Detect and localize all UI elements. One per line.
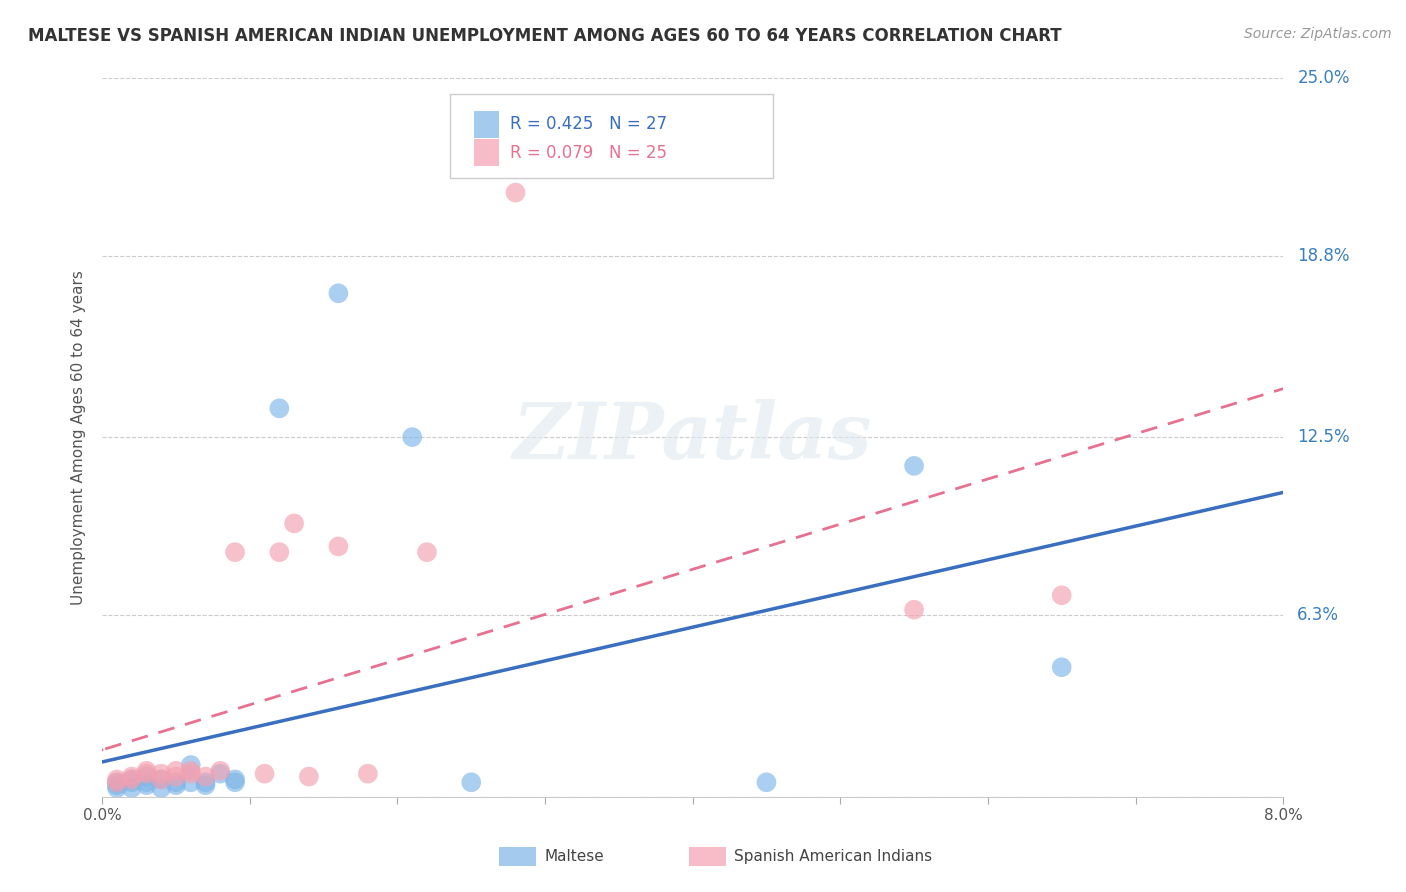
Point: [1050, 660, 1073, 674]
Text: 12.5%: 12.5%: [1298, 428, 1350, 446]
Point: [224, 772, 246, 787]
Point: [505, 186, 527, 200]
Point: [105, 780, 128, 795]
Text: 18.8%: 18.8%: [1298, 247, 1350, 265]
Point: [209, 766, 232, 780]
Text: 25.0%: 25.0%: [1298, 69, 1350, 87]
Point: [328, 540, 350, 554]
Point: [180, 766, 202, 780]
Point: [194, 778, 217, 792]
Point: [165, 770, 187, 784]
Point: [135, 778, 157, 792]
Point: [121, 780, 143, 795]
Point: [180, 758, 202, 772]
Point: [460, 775, 482, 789]
Point: [150, 772, 173, 787]
Point: [150, 766, 173, 780]
Point: [194, 770, 217, 784]
Point: [150, 780, 173, 795]
Point: [165, 778, 187, 792]
Point: [135, 764, 157, 778]
Point: [401, 430, 423, 444]
Point: [135, 775, 157, 789]
Point: [903, 458, 925, 473]
Point: [298, 770, 321, 784]
Point: [121, 770, 143, 784]
Point: [269, 545, 291, 559]
Point: [194, 775, 217, 789]
Point: [253, 766, 276, 780]
Y-axis label: Unemployment Among Ages 60 to 64 years: Unemployment Among Ages 60 to 64 years: [72, 269, 86, 605]
Point: [283, 516, 305, 531]
Point: [903, 603, 925, 617]
Point: [755, 775, 778, 789]
Point: [135, 766, 157, 780]
Text: MALTESE VS SPANISH AMERICAN INDIAN UNEMPLOYMENT AMONG AGES 60 TO 64 YEARS CORREL: MALTESE VS SPANISH AMERICAN INDIAN UNEMP…: [28, 27, 1062, 45]
Point: [209, 764, 232, 778]
Text: Maltese: Maltese: [544, 849, 605, 863]
Point: [135, 770, 157, 784]
Point: [357, 766, 380, 780]
Point: [165, 775, 187, 789]
Point: [180, 764, 202, 778]
Point: [105, 778, 128, 792]
Point: [121, 772, 143, 787]
Point: [269, 401, 291, 416]
Point: [180, 775, 202, 789]
Point: [1050, 588, 1073, 602]
Point: [121, 775, 143, 789]
Point: [105, 775, 128, 789]
Point: [328, 286, 350, 301]
Point: [416, 545, 439, 559]
Point: [224, 545, 246, 559]
Point: [121, 772, 143, 787]
Text: Source: ZipAtlas.com: Source: ZipAtlas.com: [1244, 27, 1392, 41]
Point: [105, 775, 128, 789]
Point: [165, 764, 187, 778]
Text: 6.3%: 6.3%: [1298, 607, 1340, 624]
Text: ZIPatlas: ZIPatlas: [513, 399, 872, 475]
Text: Spanish American Indians: Spanish American Indians: [734, 849, 932, 863]
Text: R = 0.425   N = 27: R = 0.425 N = 27: [510, 115, 668, 133]
Point: [150, 772, 173, 787]
Point: [224, 775, 246, 789]
Point: [105, 772, 128, 787]
Text: R = 0.079   N = 25: R = 0.079 N = 25: [510, 144, 668, 161]
